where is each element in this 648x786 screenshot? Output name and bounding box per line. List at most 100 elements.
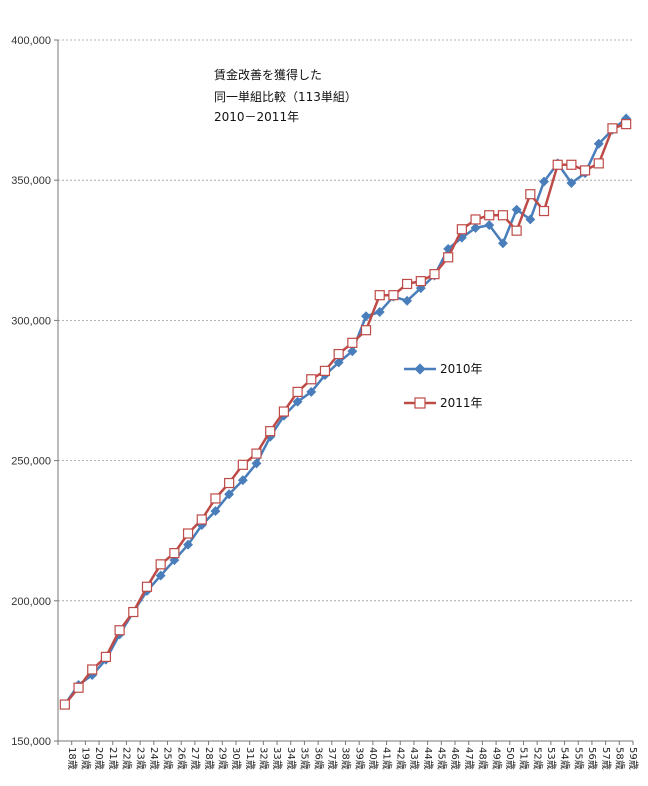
data-point: [443, 252, 454, 263]
annotation-line-3: 2010－2011年: [214, 110, 299, 124]
legend-marker-2010: [414, 363, 426, 375]
x-tick-label: 36歳: [312, 747, 324, 770]
data-point: [374, 290, 385, 301]
legend-marker-2011: [414, 397, 426, 409]
x-tick-label: 23歳: [134, 747, 146, 770]
axes: [57, 40, 633, 742]
data-point: [552, 159, 563, 170]
data-point: [73, 682, 84, 693]
data-point: [511, 225, 522, 236]
x-tick-label: 27歳: [189, 747, 201, 770]
y-tick-label: 150,000: [11, 736, 51, 748]
data-point: [128, 606, 139, 618]
x-tick-label: 49歳: [490, 747, 502, 770]
data-point: [470, 214, 481, 225]
data-point: [292, 386, 303, 398]
data-point: [196, 514, 207, 525]
data-point: [224, 477, 235, 489]
x-tick-label: 42歳: [394, 747, 406, 770]
data-point: [511, 204, 522, 215]
data-point: [525, 214, 536, 225]
x-tick-label: 50歳: [504, 747, 516, 770]
x-tick-label: 18歳: [66, 747, 78, 770]
x-tick-label: 22歳: [121, 747, 133, 770]
x-tick-label: 47歳: [463, 747, 475, 770]
y-tick-label: 350,000: [11, 175, 51, 187]
data-point: [333, 357, 344, 368]
y-tick-label: 200,000: [11, 596, 51, 608]
data-point: [306, 386, 317, 397]
data-point: [59, 699, 70, 710]
x-tick-label: 26歳: [175, 747, 187, 770]
data-point: [621, 119, 632, 130]
x-tick-label: 25歳: [162, 747, 174, 770]
data-point: [402, 278, 413, 290]
y-tick-label: 300,000: [11, 315, 51, 327]
legend-label-2011: 2011年: [440, 396, 483, 410]
data-point: [155, 559, 166, 570]
x-tick-label: 58歳: [613, 747, 625, 770]
x-tick-label: 38歳: [340, 747, 352, 770]
x-tick-label: 28歳: [203, 747, 215, 770]
data-point: [333, 348, 344, 360]
data-point: [237, 475, 248, 486]
data-point: [402, 295, 413, 306]
data-point: [319, 365, 331, 376]
data-point: [265, 426, 276, 437]
data-point: [237, 459, 248, 470]
x-tick-label: 31歳: [244, 747, 256, 770]
x-tick-label: 46歳: [449, 747, 461, 770]
chart-annotation: 賃金改善を獲得した 同一単組比較（113単組） 2010－2011年: [214, 67, 357, 124]
data-point: [155, 570, 166, 581]
data-point: [141, 581, 153, 592]
x-tick-label: 33歳: [271, 747, 283, 770]
y-tick-label: 400,000: [11, 35, 51, 47]
x-tick-label: 43歳: [408, 747, 420, 770]
data-point: [306, 374, 317, 385]
data-point: [415, 276, 426, 287]
x-tick-label: 51歳: [518, 747, 530, 770]
data-point: [593, 158, 604, 169]
data-point: [210, 493, 221, 504]
data-point: [607, 123, 618, 134]
legend: 2010年 2011年: [404, 362, 483, 410]
y-axis-ticks: 150,000 200,000 250,000 300,000 350,000 400,0…: [11, 35, 58, 748]
x-tick-label: 59歳: [627, 747, 639, 770]
x-tick-label: 52歳: [531, 747, 543, 770]
x-tick-label: 57歳: [600, 747, 612, 770]
data-point: [484, 220, 495, 231]
x-axis-ticks: 18歳 19歳 20歳 21歳 22歳 23歳 24歳 25歳 26歳 27歳 28歳 29歳 30歳 3…: [57, 741, 639, 770]
series-layer: [59, 113, 632, 710]
data-point: [538, 205, 550, 217]
data-point: [361, 311, 371, 322]
data-point: [210, 506, 221, 517]
data-point: [347, 346, 358, 357]
data-point: [539, 176, 549, 187]
data-point: [566, 159, 577, 170]
data-point: [566, 178, 577, 188]
x-tick-label: 39歳: [353, 747, 365, 770]
data-point: [169, 548, 180, 559]
data-point: [114, 625, 125, 636]
data-point: [251, 448, 262, 459]
series-1: [59, 119, 632, 710]
x-tick-label: 32歳: [258, 747, 270, 770]
data-point: [388, 290, 399, 301]
x-tick-label: 41歳: [381, 747, 393, 770]
legend-label-2010: 2010年: [440, 362, 483, 376]
x-tick-label: 56歳: [586, 747, 598, 770]
data-point: [347, 337, 358, 348]
x-tick-label: 34歳: [285, 747, 297, 770]
data-point: [87, 664, 98, 675]
data-point: [497, 238, 508, 249]
data-point: [360, 325, 372, 336]
data-point: [429, 269, 440, 280]
x-tick-label: 35歳: [299, 747, 311, 770]
data-point: [183, 539, 194, 550]
data-point: [525, 189, 536, 200]
x-tick-label: 21歳: [107, 747, 119, 770]
data-point: [593, 138, 604, 149]
x-tick-label: 29歳: [216, 747, 228, 770]
data-point: [456, 224, 467, 235]
